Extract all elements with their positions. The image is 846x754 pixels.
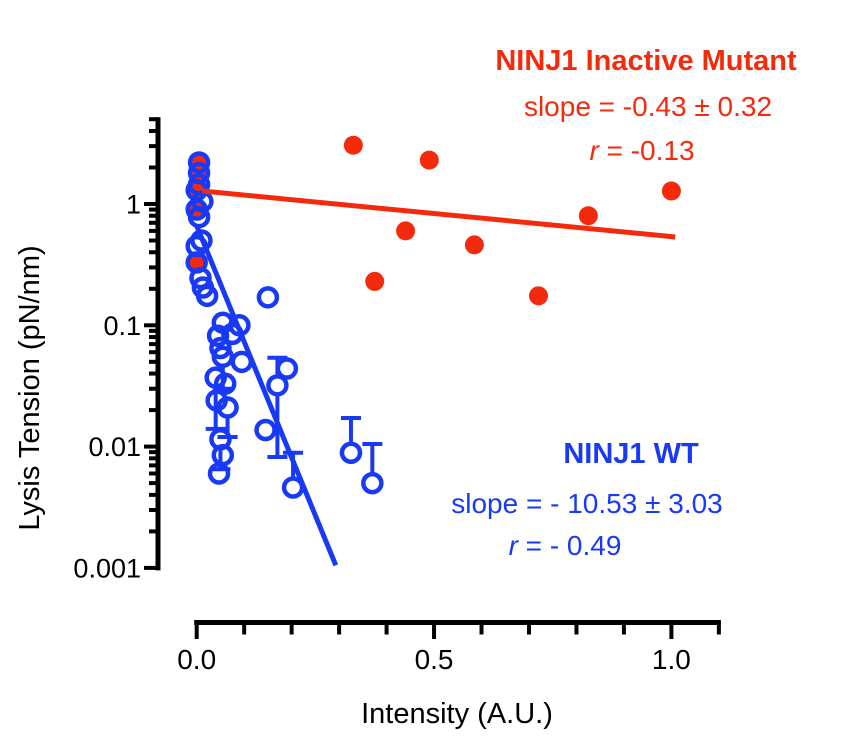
blue-data-point [187,151,211,174]
red-data-point [528,286,548,306]
series-red-fit-line [202,188,676,240]
x-axis: 0.0 0.5 1.0 [177,620,721,675]
red-regression-line [202,188,676,240]
series-blue-fit-line [194,224,339,567]
y-tick-label: 0.01 [88,432,141,462]
legend-blue-r-value: = - 0.49 [517,530,622,561]
blue-regression-line [194,224,339,567]
red-data-point [343,135,363,155]
y-tick-label: 0.001 [73,553,141,583]
x-axis-title: Intensity (A.U.) [361,698,553,730]
legend-red-slope: slope = -0.43 ± 0.32 [523,91,773,122]
blue-data-point [254,418,277,442]
blue-data-point [207,462,231,485]
blue-data-point [230,350,254,374]
blue-data-point [361,471,384,495]
blue-data-point [275,357,299,380]
y-axis-title: Lysis Tension (pN/nm) [14,245,46,531]
blue-data-point [256,286,280,309]
red-data-point [189,255,204,270]
red-data-point [464,235,484,255]
legend-blue-r: r = - 0.49 [315,530,815,562]
y-tick-label: 1 [126,190,141,220]
blue-data-point [213,372,237,395]
red-data-point [365,271,385,291]
legend-red-title: NINJ1 Inactive Mutant [495,45,797,77]
series-red-points [343,135,681,306]
series-blue-points [185,151,384,499]
blue-data-point [187,205,211,229]
y-axis: 1 0.1 0.01 0.001 [73,117,161,583]
legend-red-r-symbol: r [589,135,599,166]
legend-blue-slope: slope = - 10.53 ± 3.03 [451,488,723,519]
legend-blue-title: NINJ1 WT [563,438,699,470]
blue-data-point [281,476,305,499]
red-data-point [396,221,416,241]
red-data-point [661,181,681,201]
x-tick-label: 1.0 [652,644,691,675]
x-tick-label: 0.0 [177,644,216,675]
legend-blue-r-symbol: r [508,530,518,561]
blue-data-point [266,374,289,397]
legend-red-r: r = -0.13 [392,135,846,167]
red-data-point [578,206,598,226]
x-tick-label: 0.5 [415,644,454,675]
legend-red-r-value: = -0.13 [598,135,695,166]
y-tick-label: 0.1 [103,311,141,341]
blue-data-point [195,284,219,308]
blue-data-point [339,441,363,464]
blue-data-point [206,324,230,348]
blue-data-point [216,396,239,419]
red-data-point [419,150,439,170]
blue-data-point [221,322,244,346]
